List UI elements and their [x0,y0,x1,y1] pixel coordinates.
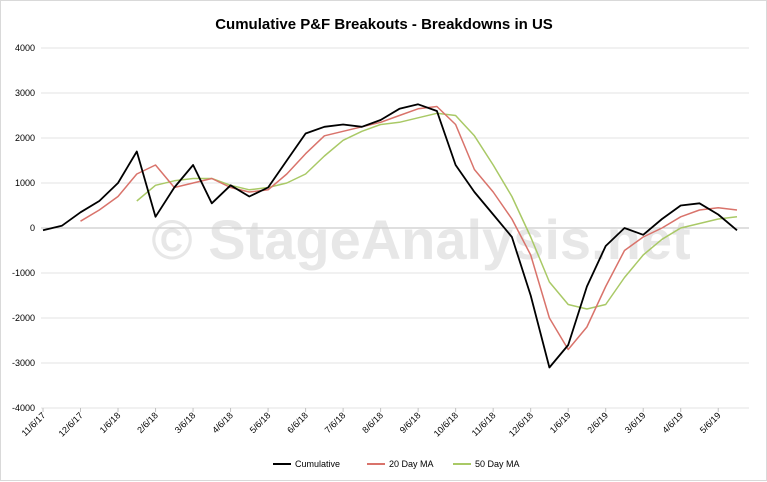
y-tick-label: -3000 [12,358,35,368]
x-tick-label: 1/6/18 [98,410,123,435]
legend-label: 20 Day MA [389,459,434,469]
series-line-20-day-ma [80,105,738,351]
x-tick-label: 12/6/18 [507,410,535,438]
grid [41,47,749,409]
x-tick-label: 8/6/18 [360,410,385,435]
y-tick-label: 4000 [15,43,35,53]
x-tick-label: 2/6/19 [585,410,610,435]
x-tick-label: 3/6/18 [173,410,198,435]
x-tick-label: 4/6/18 [210,410,235,435]
y-axis: 4000 3000 2000 1000 0 -1000 -2000 -3000 -4000 [12,43,35,413]
y-tick-label: -2000 [12,313,35,323]
y-tick-label: 3000 [15,88,35,98]
legend-label: Cumulative [295,459,340,469]
y-tick-label: 1000 [15,178,35,188]
legend: Cumulative 20 Day MA 50 Day MA [273,459,520,469]
watermark-layer: © StageAnalysis.net [151,208,690,271]
chart-title: Cumulative P&F Breakouts - Breakdowns in… [215,16,553,33]
x-tick-label: 6/6/18 [285,410,310,435]
x-tick-label: 5/6/18 [248,410,273,435]
series-layer [42,103,738,369]
x-tick-label: 3/6/19 [623,410,648,435]
x-tick-label: 7/6/18 [323,410,348,435]
x-tick-label: 11/6/17 [20,410,48,438]
y-tick-label: -4000 [12,403,35,413]
x-axis: 11/6/17 12/6/17 1/6/18 2/6/18 3/6/18 4/6/18 5/… [20,408,723,439]
x-tick-label: 1/6/19 [548,410,573,435]
x-tick-label: 2/6/18 [135,410,160,435]
y-tick-label: -1000 [12,268,35,278]
y-tick-label: 2000 [15,133,35,143]
y-tick-label: 0 [30,223,35,233]
x-tick-label: 10/6/18 [432,410,460,438]
x-tick-label: 4/6/19 [660,410,685,435]
series-line-cumulative [42,103,738,369]
legend-label: 50 Day MA [475,459,520,469]
x-tick-label: 5/6/19 [698,410,723,435]
x-tick-label: 12/6/17 [57,410,85,438]
x-tick-label: 11/6/18 [470,410,498,438]
x-tick-label: 9/6/18 [398,410,423,435]
watermark: © StageAnalysis.net [151,208,690,271]
